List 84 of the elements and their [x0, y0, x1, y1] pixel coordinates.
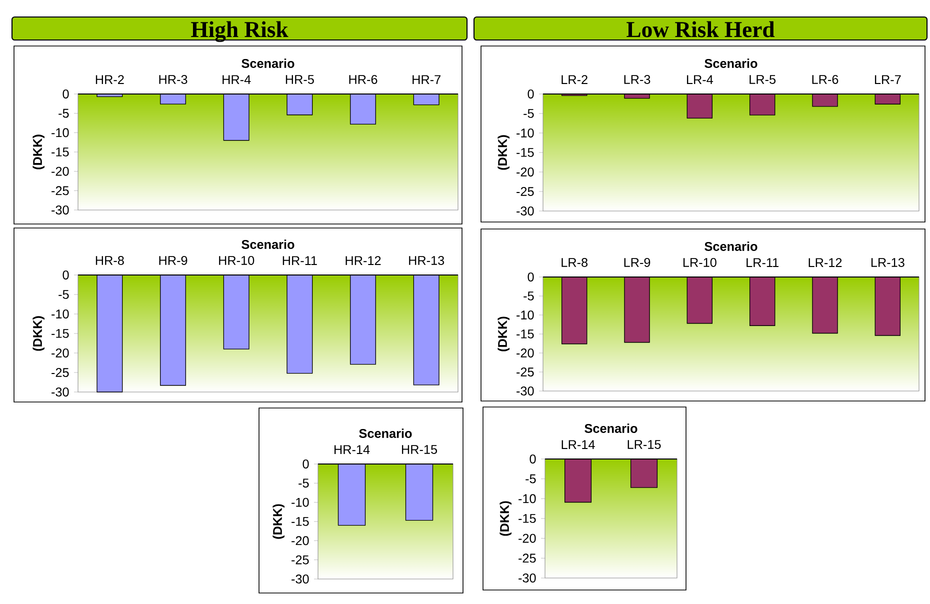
- x-tick-label: LR-13: [871, 258, 904, 267]
- x-tick-label: LR-9: [624, 258, 650, 267]
- x-axis-title: Scenario: [242, 240, 294, 249]
- y-tick-label: -15: [516, 330, 534, 338]
- y-axis-title: (DKK): [500, 501, 512, 536]
- y-tick-label: -5: [298, 478, 309, 488]
- x-tick-label: HR-13: [409, 256, 444, 265]
- y-tick-label: -15: [292, 517, 309, 526]
- y-tick-label: -5: [524, 109, 534, 118]
- x-tick-label: LR-5: [750, 75, 776, 84]
- x-axis-title: Scenario: [359, 428, 412, 438]
- y-tick-label: -30: [52, 388, 69, 396]
- y-tick-label: -15: [516, 148, 534, 157]
- x-tick-label: LR-4: [686, 75, 714, 84]
- y-tick-label: -20: [518, 534, 536, 543]
- y-tick-label: -20: [516, 168, 534, 176]
- x-tick-label: HR-8: [96, 256, 124, 265]
- y-tick-label: -20: [52, 348, 69, 358]
- x-tick-label: HR-3: [159, 74, 188, 84]
- x-tick-label: LR-12: [808, 258, 842, 267]
- chart-title: Low Risk Herd: [626, 21, 775, 38]
- x-tick-label: LR-10: [683, 258, 716, 267]
- x-tick-label: HR-7: [412, 75, 440, 84]
- y-tick-label: 0: [302, 460, 309, 468]
- y-tick-label: -25: [52, 186, 69, 196]
- y-tick-label: -5: [58, 108, 69, 118]
- y-tick-label: -15: [52, 148, 69, 156]
- y-tick-label: 0: [528, 272, 534, 282]
- x-tick-label: LR-14: [562, 440, 595, 449]
- y-tick-label: -15: [52, 329, 69, 338]
- y-tick-label: -20: [516, 348, 534, 358]
- y-tick-label: -25: [516, 368, 534, 376]
- x-tick-label: LR-6: [812, 74, 838, 84]
- x-tick-label: LR-15: [628, 440, 661, 449]
- x-tick-label: LR-3: [624, 74, 650, 84]
- y-tick-label: -10: [292, 498, 309, 507]
- x-tick-label: HR-2: [96, 75, 124, 84]
- y-tick-label: -30: [518, 574, 536, 582]
- y-tick-label: -10: [516, 128, 534, 138]
- x-tick-label: HR-9: [159, 256, 188, 265]
- y-tick-label: -25: [52, 368, 69, 377]
- x-tick-label: HR-10: [219, 256, 254, 265]
- y-axis-title: (DKK): [272, 504, 285, 539]
- y-tick-label: -10: [516, 310, 534, 320]
- x-tick-label: HR-5: [286, 75, 314, 84]
- y-tick-label: -30: [516, 386, 534, 396]
- y-axis-title: (DKK): [498, 135, 510, 170]
- y-tick-label: 0: [62, 270, 69, 280]
- chart-title: High Risk: [191, 21, 288, 42]
- x-tick-label: LR-2: [562, 75, 588, 84]
- y-tick-label: -10: [52, 310, 69, 318]
- y-tick-label: -15: [518, 514, 536, 523]
- x-tick-label: HR-11: [282, 256, 317, 265]
- y-tick-label: -5: [524, 292, 534, 300]
- x-axis-title: Scenario: [584, 424, 638, 433]
- x-tick-label: HR-15: [402, 445, 438, 454]
- y-tick-label: -30: [292, 574, 309, 584]
- x-axis-title: Scenario: [704, 242, 758, 251]
- y-tick-label: -30: [516, 206, 534, 216]
- x-tick-label: HR-4: [222, 75, 251, 84]
- x-tick-label: HR-6: [349, 74, 378, 84]
- y-axis-title: (DKK): [32, 134, 45, 170]
- x-tick-label: HR-12: [346, 256, 381, 265]
- y-tick-label: -25: [518, 554, 536, 563]
- y-tick-label: -25: [292, 555, 309, 564]
- y-tick-label: 0: [528, 90, 534, 98]
- y-tick-label: -25: [516, 187, 534, 196]
- y-tick-label: -20: [52, 166, 69, 176]
- y-tick-label: -5: [58, 290, 69, 299]
- x-axis-title: Scenario: [704, 58, 758, 68]
- y-axis-title: (DKK): [32, 316, 45, 351]
- y-tick-label: 0: [62, 90, 69, 98]
- y-tick-label: -5: [526, 474, 536, 484]
- y-tick-label: -30: [52, 206, 69, 214]
- y-tick-label: -10: [518, 494, 536, 504]
- x-tick-label: LR-7: [874, 75, 901, 84]
- y-tick-label: -20: [292, 536, 309, 546]
- x-tick-label: LR-8: [562, 258, 588, 267]
- x-axis-title: Scenario: [242, 58, 294, 68]
- y-axis-title: (DKK): [498, 316, 510, 352]
- y-tick-label: -10: [52, 128, 69, 138]
- x-tick-label: HR-14: [334, 445, 370, 454]
- y-tick-label: 0: [530, 454, 536, 464]
- x-tick-label: LR-11: [746, 258, 778, 267]
